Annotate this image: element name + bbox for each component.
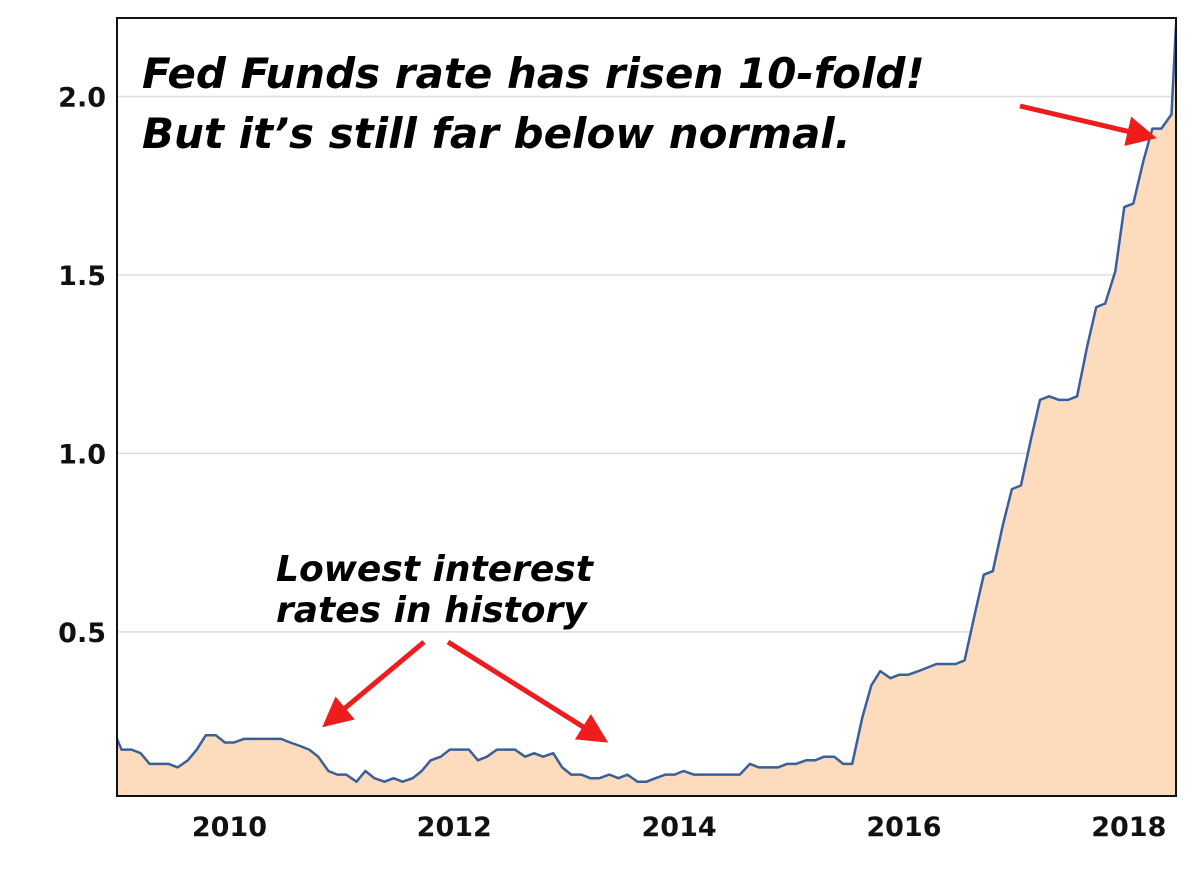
x-tick-label: 2012 xyxy=(417,812,492,843)
y-tick-label: 1.5 xyxy=(58,261,106,292)
data-layer xyxy=(117,25,1176,796)
headline-annotation-line-1: Fed Funds rate has risen 10-fold! xyxy=(142,49,925,98)
rate-series-line xyxy=(117,25,1176,783)
arrow-to-2013-low xyxy=(446,639,609,743)
y-tick-label: 0.5 xyxy=(58,618,106,649)
plot-frame xyxy=(116,17,1177,797)
x-tick-label: 2014 xyxy=(642,812,717,843)
x-tick-label: 2010 xyxy=(192,812,267,843)
arrow-to-2010-low xyxy=(322,640,426,728)
x-tick-label: 2016 xyxy=(866,812,941,843)
y-axis-ticks: 0.5 1.0 1.5 2.0 xyxy=(58,83,106,649)
y-tick-label: 2.0 xyxy=(58,83,106,114)
low-rates-annotation-line-1: Lowest interest xyxy=(276,549,595,590)
x-tick-label: 2018 xyxy=(1091,812,1166,843)
x-axis-ticks: 2010 2012 2014 2016 2018 xyxy=(192,812,1167,843)
rate-area-fill xyxy=(117,25,1176,796)
arrow-to-latest-rate xyxy=(1019,103,1157,146)
y-tick-label: 1.0 xyxy=(58,439,106,470)
headline-annotation-line-2: But it’s still far below normal. xyxy=(142,109,851,158)
low-rates-annotation-line-2: rates in history xyxy=(276,590,588,631)
